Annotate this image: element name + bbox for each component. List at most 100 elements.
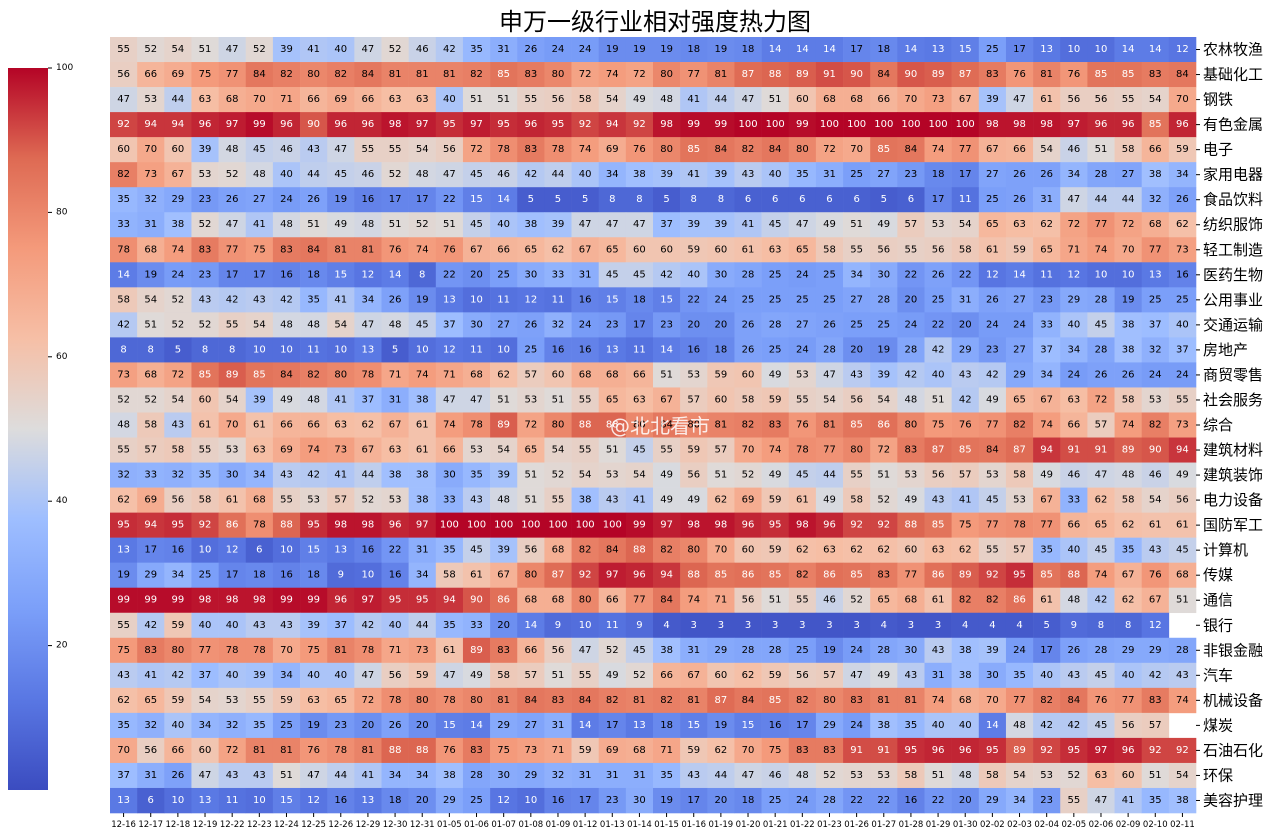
cell-value-label: 17 — [606, 720, 619, 731]
heatmap-cell — [435, 212, 464, 238]
cell-value-label: 48 — [253, 169, 266, 180]
cell-value-label: 67 — [470, 244, 483, 255]
heatmap-cell — [272, 137, 301, 163]
cell-value-label: 72 — [362, 695, 375, 706]
heatmap-cell — [354, 437, 382, 463]
cell-value-label: 17 — [144, 545, 157, 556]
heatmap-cell — [408, 462, 437, 488]
heatmap-cell — [815, 337, 844, 363]
cell-value-label: 75 — [199, 69, 212, 80]
cell-value-label: 49 — [660, 495, 673, 506]
heatmap-cell — [761, 162, 790, 188]
cell-value-label: 54 — [1013, 770, 1026, 781]
cell-value-label: 26 — [226, 194, 239, 205]
cell-value-label: 38 — [633, 169, 646, 180]
heatmap-cell — [625, 137, 654, 163]
cell-value-label: 31 — [144, 770, 157, 781]
cell-value-label: 58 — [579, 94, 592, 105]
cell-value-label: 95 — [905, 745, 918, 756]
cell-value-label: 20 — [715, 319, 728, 330]
cell-value-label: 46 — [497, 169, 510, 180]
heatmap-cell — [1005, 437, 1034, 463]
heatmap-cell — [1168, 62, 1197, 88]
cell-value-label: 99 — [117, 595, 130, 606]
cell-value-label: 65 — [877, 595, 890, 606]
cell-value-label: 52 — [552, 470, 565, 481]
cell-value-label: 17 — [850, 44, 863, 55]
cell-value-label: 92 — [579, 570, 592, 581]
cell-value-label: 91 — [1095, 445, 1108, 456]
heatmap-cell — [164, 112, 192, 138]
cell-value-label: 62 — [796, 545, 809, 556]
heatmap-cell — [327, 212, 355, 238]
heatmap-cell — [408, 187, 437, 213]
cell-value-label: 51 — [850, 219, 863, 230]
cell-value-label: 32 — [1149, 194, 1162, 205]
heatmap-cell — [598, 212, 627, 238]
cell-value-label: 20 — [416, 720, 429, 731]
heatmap-cell — [1060, 162, 1088, 188]
cell-value-label: 5 — [555, 194, 561, 205]
cell-value-label: 82 — [1013, 420, 1026, 431]
cell-value-label: 40 — [199, 620, 212, 631]
cell-value-label: 58 — [823, 244, 836, 255]
heatmap-cell — [490, 112, 518, 138]
row-label: 美容护理 — [1203, 791, 1263, 809]
cell-value-label: 63 — [1013, 219, 1026, 230]
cell-value-label: 43 — [117, 670, 130, 681]
heatmap-cell — [137, 87, 165, 113]
heatmap-cell — [1060, 387, 1088, 413]
cell-value-label: 84 — [579, 695, 592, 706]
cell-value-label: 40 — [334, 44, 347, 55]
heatmap-cell — [517, 362, 545, 388]
heatmap-cell — [598, 237, 627, 263]
cell-value-label: 80 — [660, 144, 673, 155]
heatmap-cell — [815, 212, 844, 238]
cell-value-label: 37 — [334, 620, 347, 631]
cell-value-label: 45 — [253, 144, 266, 155]
cell-value-label: 41 — [307, 44, 320, 55]
cell-value-label: 96 — [742, 520, 755, 531]
cell-value-label: 87 — [959, 69, 972, 80]
cell-value-label: 65 — [606, 394, 619, 405]
heatmap-cell — [1168, 212, 1197, 238]
cell-value-label: 83 — [1149, 69, 1162, 80]
cell-value-label: 14 — [1122, 44, 1135, 55]
cell-value-label: 30 — [226, 470, 239, 481]
cell-value-label: 37 — [1176, 344, 1189, 355]
heatmap-cell — [1087, 437, 1115, 463]
heatmap-cell — [870, 387, 898, 413]
cell-value-label: 40 — [1122, 670, 1135, 681]
cell-value-label: 51 — [307, 219, 320, 230]
heatmap-cell — [191, 237, 219, 263]
cell-value-label: 80 — [687, 420, 700, 431]
heatmap-cell — [843, 212, 871, 238]
row-label: 纺织服饰 — [1203, 216, 1263, 234]
cell-value-label: 96 — [334, 595, 347, 606]
cell-value-label: 35 — [443, 620, 456, 631]
heatmap-cell — [788, 287, 817, 313]
heatmap-cell — [815, 87, 844, 113]
cell-value-label: 58 — [986, 770, 999, 781]
cell-value-label: 33 — [144, 470, 157, 481]
cell-value-label: 47 — [307, 770, 320, 781]
heatmap-cell — [625, 312, 654, 338]
cell-value-label: 44 — [362, 470, 375, 481]
heatmap-cell — [544, 62, 572, 88]
cell-value-label: 60 — [1122, 770, 1135, 781]
row-label: 非银金融 — [1203, 641, 1263, 659]
cell-value-label: 51 — [144, 319, 157, 330]
cell-value-label: 68 — [633, 745, 646, 756]
cell-value-label: 44 — [334, 770, 347, 781]
cell-value-label: 57 — [144, 445, 157, 456]
heatmap-cell — [1060, 412, 1088, 438]
heatmap-cell — [870, 62, 898, 88]
cell-value-label: 62 — [117, 695, 130, 706]
cell-value-label: 10 — [416, 344, 429, 355]
cell-value-label: 19 — [877, 344, 890, 355]
heatmap-cell — [381, 212, 409, 238]
cell-value-label: 63 — [389, 445, 402, 456]
heatmap-cell — [734, 62, 762, 88]
heatmap-cell — [625, 237, 654, 263]
cell-value-label: 37 — [443, 319, 456, 330]
